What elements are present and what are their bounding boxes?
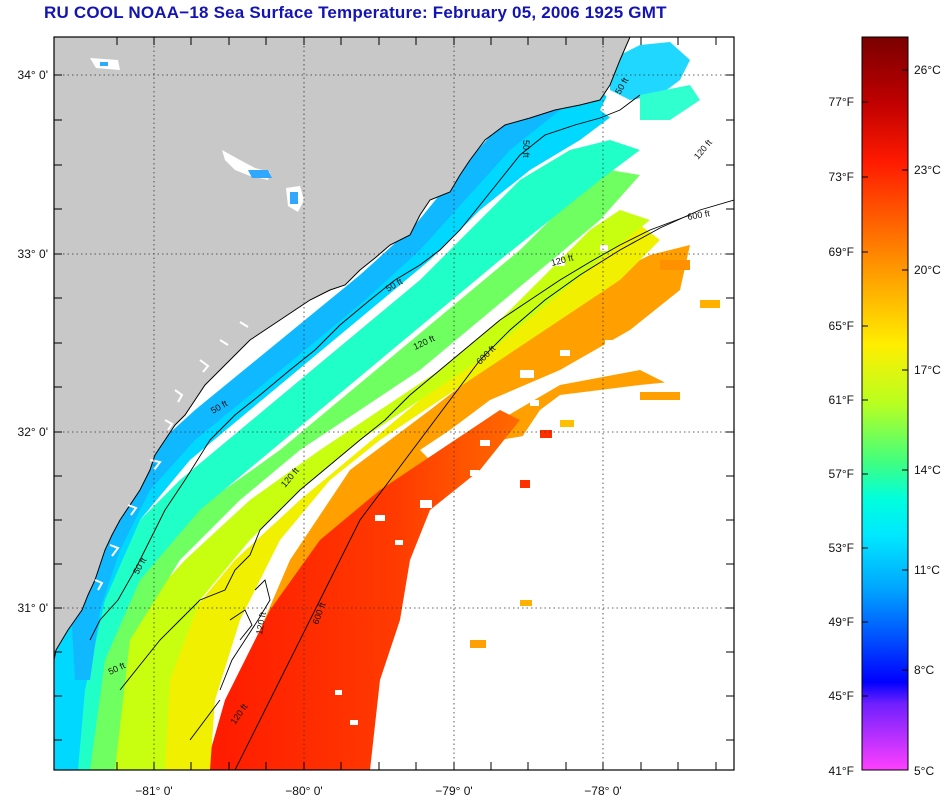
colorbar-f-label-65: 65°F — [829, 319, 854, 333]
colorbar-f-label-73: 73°F — [829, 170, 854, 184]
colorbar-f-label-57: 57°F — [829, 467, 854, 481]
sst-band-green — [70, 170, 640, 770]
colorbar-c-label-5: 5°C — [914, 764, 934, 778]
colorbar-ticks — [862, 69, 908, 697]
lat-label-33: 33° 0' — [18, 247, 48, 261]
map-area: 50 ft 50 ft 50 ft 50 ft 50 ft 50 ft 120 … — [54, 37, 734, 770]
lat-label-31: 31° 0' — [18, 601, 48, 615]
colorbar-f-label-41: 41°F — [829, 764, 854, 778]
lon-label-79: −79° 0' — [435, 784, 472, 798]
sst-band-red — [205, 410, 520, 770]
isobath-contours — [89, 94, 734, 770]
northern-cyan-patches — [610, 42, 700, 120]
colorbar-c-label-11: 11°C — [914, 563, 940, 577]
cloud-mask — [440, 37, 734, 770]
cloud-edge-speckle — [335, 245, 650, 727]
isobath-600ft — [234, 199, 734, 770]
sst-band-yellow — [150, 225, 660, 770]
offshore-warm-patches — [470, 260, 720, 648]
colorbar-f-label-53: 53°F — [829, 541, 854, 555]
land-mass — [54, 37, 631, 661]
isobath-120ft — [119, 214, 691, 691]
colorbar-c-label-23: 23°C — [914, 163, 941, 177]
lon-label-78: −78° 0' — [584, 784, 621, 798]
colorbar — [861, 36, 909, 771]
colorbar-c-label-26: 26°C — [914, 63, 941, 77]
colorbar-f-label-77: 77°F — [829, 95, 854, 109]
colorbar-c-label-17: 17°C — [914, 363, 941, 377]
lat-label-34: 34° 0' — [18, 68, 48, 82]
svg-text:50 ft: 50 ft — [521, 140, 531, 158]
colorbar-f-label-49: 49°F — [829, 615, 854, 629]
colorbar-c-label-8: 8°C — [914, 663, 934, 677]
lon-label-80: −80° 0' — [285, 784, 322, 798]
colorbar-c-label-14: 14°C — [914, 463, 941, 477]
map-frame — [53, 36, 735, 771]
axis-ticks — [54, 37, 734, 770]
lat-label-32: 32° 0' — [18, 425, 48, 439]
colorbar-c-label-20: 20°C — [914, 263, 941, 277]
map-title: RU COOL NOAA−18 Sea Surface Temperature:… — [44, 3, 667, 22]
colorbar-f-label-69: 69°F — [829, 245, 854, 259]
inland-water-features — [90, 58, 304, 591]
isobath-120ft-loops — [189, 579, 271, 741]
svg-text:120 ft: 120 ft — [254, 611, 268, 635]
colorbar-f-label-45: 45°F — [829, 689, 854, 703]
graticule — [54, 37, 734, 770]
svg-text:600 ft: 600 ft — [687, 208, 711, 222]
colorbar-f-label-61: 61°F — [829, 393, 854, 407]
sst-band-yellow-green — [100, 210, 650, 770]
lon-label-81: −81° 0' — [135, 784, 172, 798]
isobath-50ft — [89, 94, 641, 641]
